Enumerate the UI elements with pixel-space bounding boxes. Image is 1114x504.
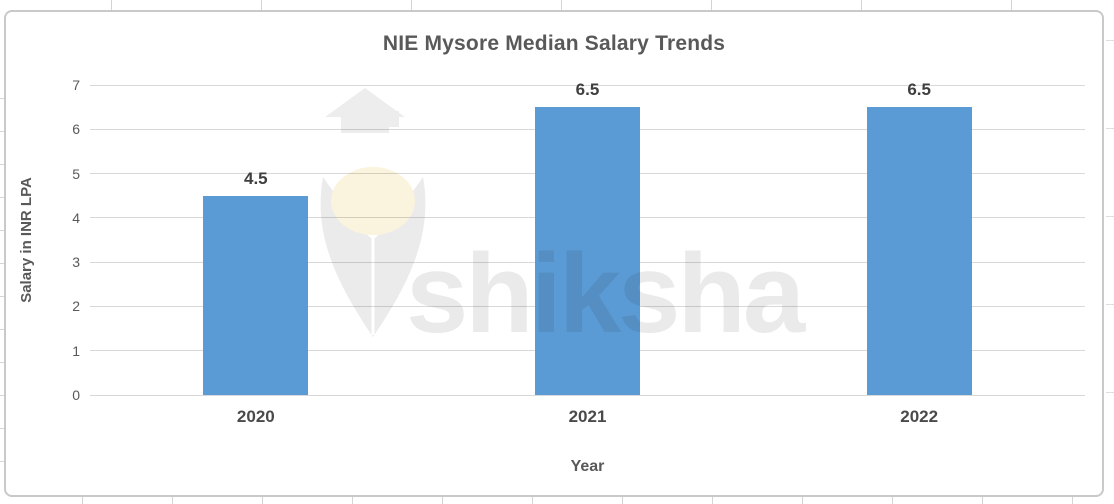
plot-area: 0 1 2 3 4 5 6 7 4.5 2020 6.5 2021 6.5 2022 xyxy=(72,77,1085,426)
x-axis-title: Year xyxy=(570,458,605,475)
page-ruler-ticks-bottom xyxy=(0,495,1114,504)
y-tick-label: 6 xyxy=(72,121,80,138)
y-axis-title: Salary in INR LPA xyxy=(18,177,35,303)
chart-frame: NIE Mysore Median Salary Trends Salary i… xyxy=(4,10,1104,497)
y-tick-label: 1 xyxy=(72,342,80,359)
gridline xyxy=(90,394,1085,396)
y-tick-label: 3 xyxy=(72,254,80,271)
gridline xyxy=(90,84,1085,86)
page-ruler-ticks-left xyxy=(0,66,4,466)
bar xyxy=(535,107,640,395)
chart-title: NIE Mysore Median Salary Trends xyxy=(382,32,726,55)
x-category-label: 2020 xyxy=(236,407,275,426)
page-ruler-ticks-top xyxy=(0,0,1114,10)
bar-value-label: 6.5 xyxy=(575,80,600,100)
bar xyxy=(203,195,309,395)
y-tick-label: 0 xyxy=(72,387,80,403)
bar-value-label: 4.5 xyxy=(244,168,268,188)
page-ruler-ticks-right xyxy=(1106,40,1114,460)
y-tick-label: 2 xyxy=(72,298,80,315)
bar xyxy=(866,107,972,395)
x-category-label: 2021 xyxy=(568,407,607,426)
y-tick-label: 7 xyxy=(72,77,80,93)
y-tick-label: 4 xyxy=(72,209,80,226)
x-category-label: 2022 xyxy=(900,407,939,426)
y-tick-label: 5 xyxy=(72,165,80,182)
bar-value-label: 6.5 xyxy=(907,80,931,100)
